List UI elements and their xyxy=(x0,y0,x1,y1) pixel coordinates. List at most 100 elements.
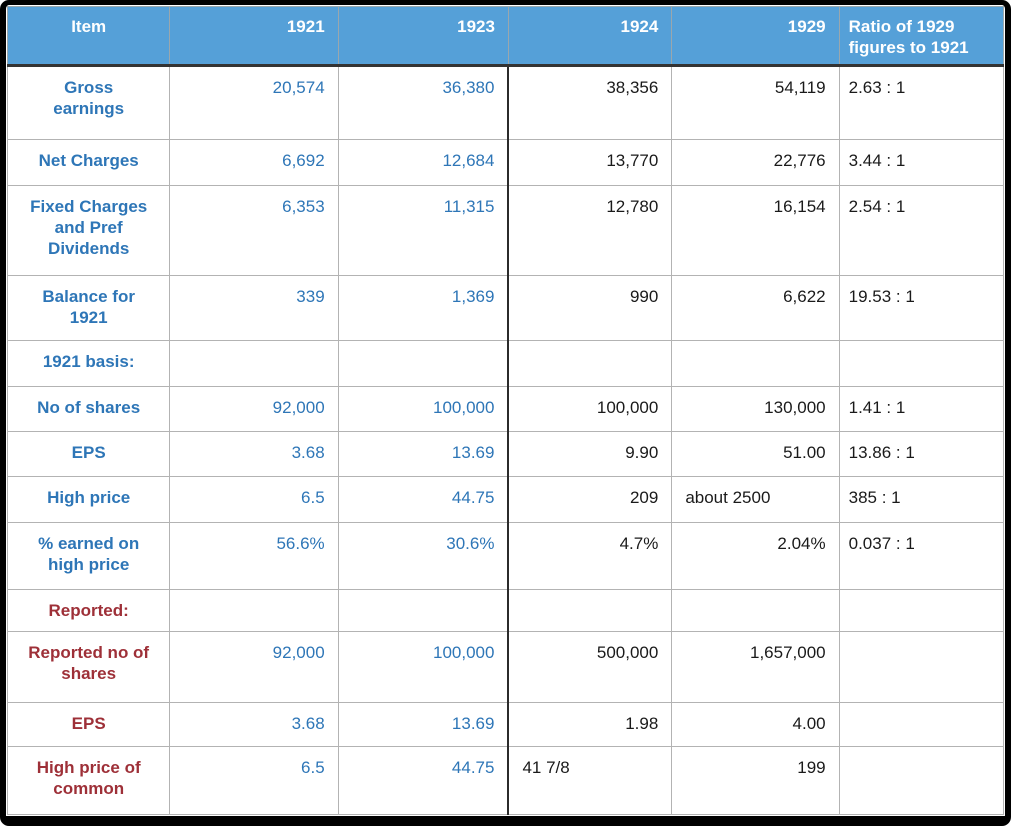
table-row: EPS 3.68 13.69 1.98 4.00 xyxy=(6,702,1005,748)
cell-y1921: 3.68 xyxy=(169,430,339,478)
row-label: High price of common xyxy=(6,746,171,815)
cell-y1923: 13.69 xyxy=(337,702,509,748)
cell-y1929: 1,657,000 xyxy=(671,631,840,704)
cell-y1924: 38,356 xyxy=(507,65,673,140)
cell-y1921 xyxy=(169,340,339,387)
cell-y1924: 13,770 xyxy=(507,138,673,186)
table-row: % earned on high price 56.6% 30.6% 4.7% 2.04… xyxy=(6,521,1005,591)
table-row: 1921 basis: xyxy=(6,340,1005,387)
cell-ratio xyxy=(838,589,1005,633)
cell-ratio: 3.44 : 1 xyxy=(838,138,1005,186)
column-header-1924: 1924 xyxy=(507,6,673,67)
cell-y1923: 30.6% xyxy=(337,521,509,591)
cell-y1923 xyxy=(337,340,509,387)
row-label: Reported: xyxy=(6,589,171,633)
cell-y1924: 12,780 xyxy=(507,184,673,276)
cell-y1923 xyxy=(337,589,509,633)
cell-ratio xyxy=(838,340,1005,387)
cell-ratio: 19.53 : 1 xyxy=(838,274,1005,342)
table-row: High price 6.5 44.75 209 about 2500 385 : 1 xyxy=(6,476,1005,523)
cell-y1929: 6,622 xyxy=(671,274,840,342)
cell-y1921: 56.6% xyxy=(169,521,339,591)
table-row: Reported: xyxy=(6,589,1005,633)
cell-ratio xyxy=(838,746,1005,815)
header-row: Item 1921 1923 1924 1929 Ratio of 1929 f… xyxy=(6,6,1005,67)
cell-y1924 xyxy=(507,340,673,387)
cell-y1923: 44.75 xyxy=(337,476,509,523)
table-row: EPS 3.68 13.69 9.90 51.00 13.86 : 1 xyxy=(6,430,1005,478)
row-label: High price xyxy=(6,476,171,523)
row-label: EPS xyxy=(6,430,171,478)
cell-y1924: 990 xyxy=(507,274,673,342)
cell-y1929: 54,119 xyxy=(671,65,840,140)
column-header-1923: 1923 xyxy=(337,6,509,67)
cell-y1923: 100,000 xyxy=(337,631,509,704)
cell-y1924 xyxy=(507,589,673,633)
cell-ratio: 13.86 : 1 xyxy=(838,430,1005,478)
column-header-item: Item xyxy=(6,6,171,67)
cell-y1921: 6,692 xyxy=(169,138,339,186)
table-row: Gross earnings 20,574 36,380 38,356 54,119 2.… xyxy=(6,65,1005,140)
column-header-1929: 1929 xyxy=(671,6,840,67)
cell-y1929: 22,776 xyxy=(671,138,840,186)
table-row: Balance for 1921 339 1,369 990 6,622 19.53 : … xyxy=(6,274,1005,342)
cell-y1929: 199 xyxy=(671,746,840,815)
table-row: Fixed Charges and Pref Dividends 6,353 11,… xyxy=(6,184,1005,276)
cell-y1921: 92,000 xyxy=(169,385,339,432)
cell-y1923: 13.69 xyxy=(337,430,509,478)
cell-y1923: 36,380 xyxy=(337,65,509,140)
cell-y1924: 4.7% xyxy=(507,521,673,591)
table-row: Net Charges 6,692 12,684 13,770 22,776 3.44 :… xyxy=(6,138,1005,186)
cell-y1924: 41 7/8 xyxy=(507,746,673,815)
cell-ratio: 385 : 1 xyxy=(838,476,1005,523)
cell-y1921: 6.5 xyxy=(169,476,339,523)
column-header-ratio: Ratio of 1929 figures to 1921 xyxy=(838,6,1005,67)
cell-ratio xyxy=(838,631,1005,704)
cell-ratio: 1.41 : 1 xyxy=(838,385,1005,432)
cell-y1929: about 2500 xyxy=(671,476,840,523)
cell-y1929: 51.00 xyxy=(671,430,840,478)
cell-ratio: 0.037 : 1 xyxy=(838,521,1005,591)
cell-y1921: 339 xyxy=(169,274,339,342)
cell-y1929 xyxy=(671,340,840,387)
cell-y1923: 11,315 xyxy=(337,184,509,276)
cell-y1924: 500,000 xyxy=(507,631,673,704)
cell-y1929: 4.00 xyxy=(671,702,840,748)
cell-y1929: 130,000 xyxy=(671,385,840,432)
row-label: % earned on high price xyxy=(6,521,171,591)
cell-y1921: 6,353 xyxy=(169,184,339,276)
column-header-1921: 1921 xyxy=(169,6,339,67)
cell-y1921: 3.68 xyxy=(169,702,339,748)
cell-y1923: 12,684 xyxy=(337,138,509,186)
cell-ratio xyxy=(838,702,1005,748)
row-label: Fixed Charges and Pref Dividends xyxy=(6,184,171,276)
row-label: Gross earnings xyxy=(6,65,171,140)
cell-y1929: 2.04% xyxy=(671,521,840,591)
cell-y1924: 100,000 xyxy=(507,385,673,432)
cell-y1924: 209 xyxy=(507,476,673,523)
table-row: High price of common 6.5 44.75 41 7/8 199 xyxy=(6,746,1005,815)
financial-comparison-table: Item 1921 1923 1924 1929 Ratio of 1929 f… xyxy=(6,6,1005,815)
row-label: Balance for 1921 xyxy=(6,274,171,342)
table-row: Reported no of shares 92,000 100,000 500,00… xyxy=(6,631,1005,704)
cell-y1921: 92,000 xyxy=(169,631,339,704)
row-label: EPS xyxy=(6,702,171,748)
cell-y1923: 100,000 xyxy=(337,385,509,432)
cell-y1923: 1,369 xyxy=(337,274,509,342)
row-label: No of shares xyxy=(6,385,171,432)
cell-y1921 xyxy=(169,589,339,633)
table-body: Gross earnings 20,574 36,380 38,356 54,119 2.… xyxy=(6,65,1005,815)
cell-y1921: 20,574 xyxy=(169,65,339,140)
cell-y1929 xyxy=(671,589,840,633)
cell-y1929: 16,154 xyxy=(671,184,840,276)
cell-y1921: 6.5 xyxy=(169,746,339,815)
cell-y1923: 44.75 xyxy=(337,746,509,815)
cell-y1924: 1.98 xyxy=(507,702,673,748)
table-row: No of shares 92,000 100,000 100,000 130,000 1… xyxy=(6,385,1005,432)
row-label: Reported no of shares xyxy=(6,631,171,704)
cell-ratio: 2.63 : 1 xyxy=(838,65,1005,140)
row-label: Net Charges xyxy=(6,138,171,186)
cell-ratio: 2.54 : 1 xyxy=(838,184,1005,276)
row-label: 1921 basis: xyxy=(6,340,171,387)
